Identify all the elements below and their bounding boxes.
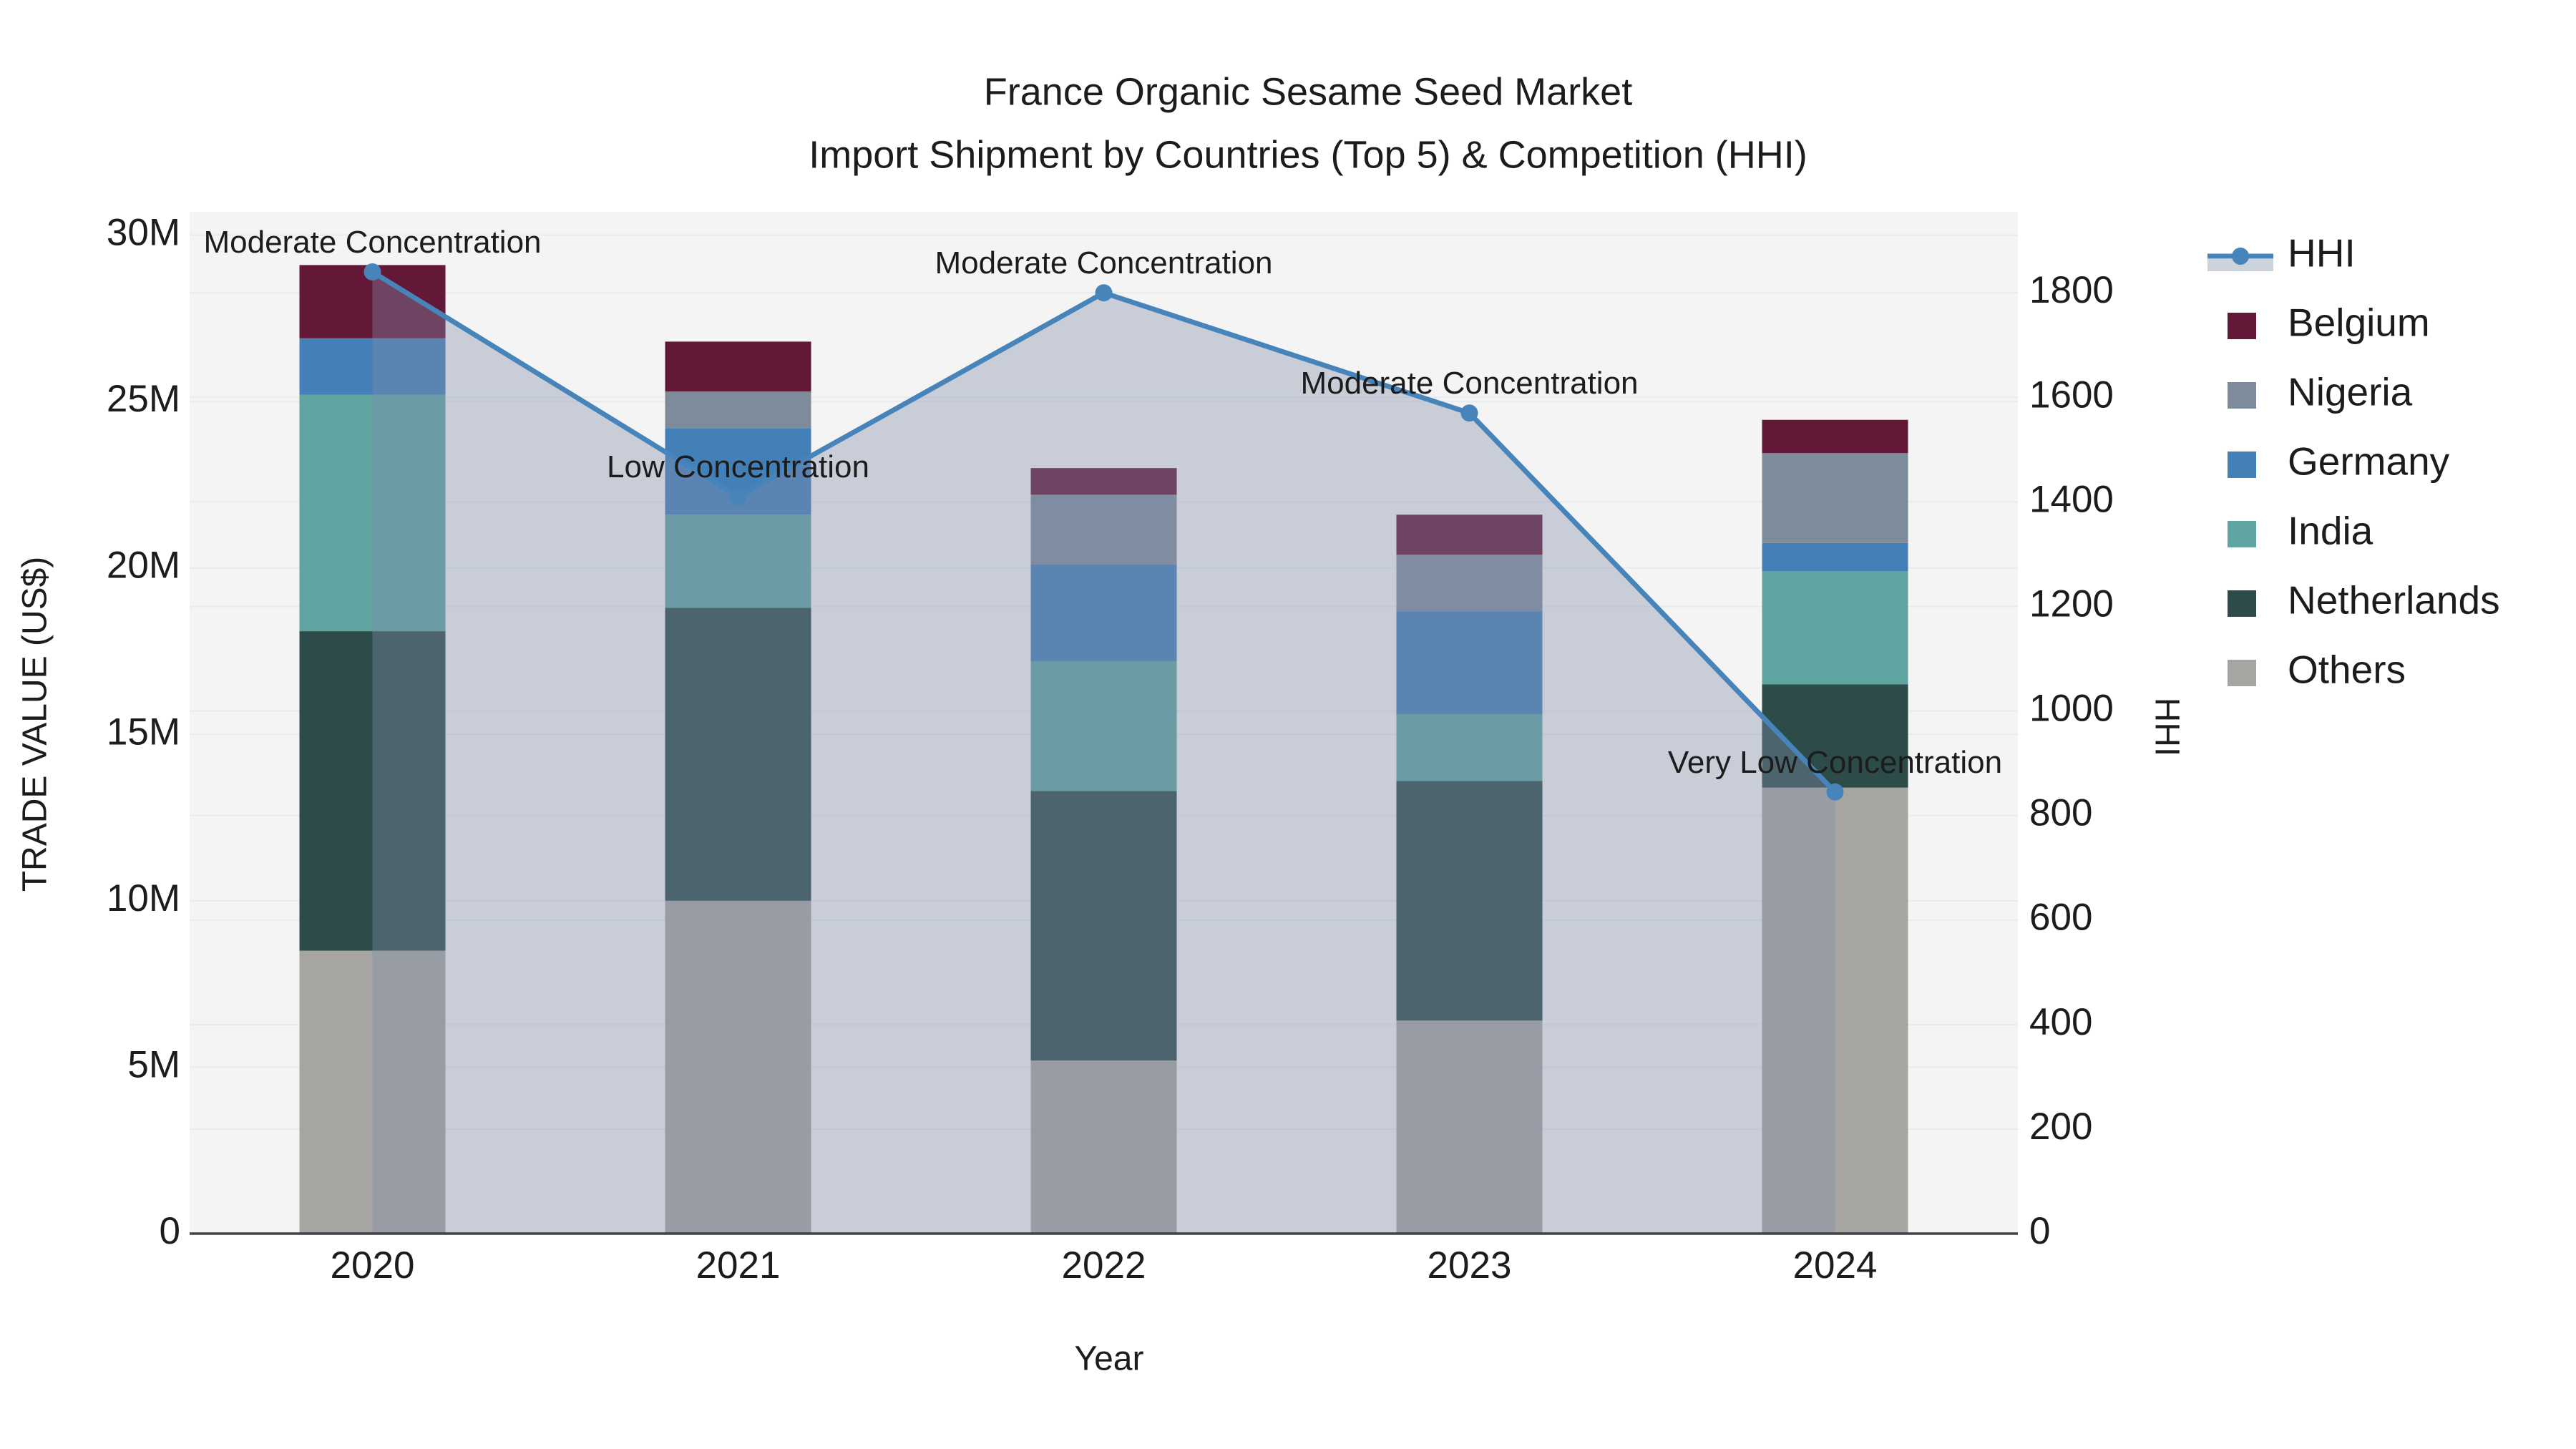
- legend-label-nigeria: Nigeria: [2288, 370, 2413, 414]
- y-left-tick-25M: 25M: [107, 378, 180, 420]
- legend-label-india: India: [2288, 509, 2373, 553]
- y-right-tick-1800: 1800: [2029, 269, 2114, 311]
- y-right-tick-1400: 1400: [2029, 478, 2114, 520]
- legend-swatch-netherlands: [2228, 590, 2256, 617]
- legend-label-others: Others: [2288, 648, 2406, 692]
- bar-segment-2023-nigeria[interactable]: [1396, 555, 1543, 612]
- legend-swatch-others: [2228, 660, 2256, 686]
- y-left-tick-10M: 10M: [107, 877, 180, 919]
- bar-segment-2022-india[interactable]: [1030, 660, 1177, 791]
- legend-item-hhi[interactable]: HHI: [2207, 231, 2356, 275]
- legend-hhi-marker: [2232, 248, 2249, 265]
- bar-segment-2022-netherlands[interactable]: [1030, 791, 1177, 1061]
- bar-segment-2024-netherlands[interactable]: [1762, 684, 1908, 788]
- bar-segment-2021-others[interactable]: [665, 900, 811, 1234]
- legend-item-nigeria[interactable]: Nigeria: [2228, 370, 2413, 414]
- annotation-2021: Low Concentration: [607, 449, 869, 484]
- x-tick-2024: 2024: [1793, 1244, 1878, 1287]
- y-right-tick-800: 800: [2029, 792, 2092, 834]
- bar-segment-2020-others[interactable]: [299, 950, 446, 1234]
- legend-label-germany: Germany: [2288, 439, 2450, 484]
- legend-label-hhi: HHI: [2288, 231, 2356, 275]
- x-tick-2021: 2021: [696, 1244, 781, 1287]
- annotation-2023: Moderate Concentration: [1300, 366, 1638, 401]
- y-axis-title-left: TRADE VALUE (US$): [16, 557, 54, 892]
- legend-swatch-india: [2228, 521, 2256, 547]
- hhi-point-2021[interactable]: [729, 488, 747, 506]
- y-right-tick-1000: 1000: [2029, 688, 2114, 730]
- x-axis-title: Year: [1075, 1340, 1144, 1378]
- legend-label-netherlands: Netherlands: [2288, 578, 2500, 623]
- bar-segment-2024-germany[interactable]: [1762, 542, 1908, 572]
- y-right-tick-400: 400: [2029, 1001, 2092, 1043]
- x-tick-2022: 2022: [1062, 1244, 1146, 1287]
- bar-segment-2022-germany[interactable]: [1030, 565, 1177, 661]
- y-right-tick-200: 200: [2029, 1106, 2092, 1148]
- bar-segment-2024-india[interactable]: [1762, 571, 1908, 685]
- chart-title-line1: France Organic Sesame Seed Market: [984, 70, 1632, 113]
- bar-segment-2023-germany[interactable]: [1396, 611, 1543, 715]
- bar-segment-2021-nigeria[interactable]: [665, 391, 811, 429]
- legend-label-belgium: Belgium: [2288, 301, 2430, 345]
- bar-segment-2022-nigeria[interactable]: [1030, 494, 1177, 565]
- legend-hhi-fill-band: [2207, 259, 2273, 271]
- bar-segment-2021-india[interactable]: [665, 514, 811, 608]
- bar-segment-2020-india[interactable]: [299, 394, 446, 632]
- legend-item-germany[interactable]: Germany: [2228, 439, 2450, 484]
- y-right-tick-1600: 1600: [2029, 374, 2114, 416]
- bar-segment-2020-netherlands[interactable]: [299, 631, 446, 951]
- bar-segment-2023-india[interactable]: [1396, 714, 1543, 781]
- y-left-tick-30M: 30M: [107, 212, 180, 254]
- y-right-tick-0: 0: [2029, 1210, 2050, 1252]
- legend-swatch-germany: [2228, 452, 2256, 478]
- legend-swatch-belgium: [2228, 313, 2256, 339]
- y-right-tick-1200: 1200: [2029, 582, 2114, 625]
- bar-segment-2024-nigeria[interactable]: [1762, 453, 1908, 543]
- bar-segment-2022-others[interactable]: [1030, 1060, 1177, 1234]
- bar-segment-2023-netherlands[interactable]: [1396, 781, 1543, 1021]
- bar-segment-2023-others[interactable]: [1396, 1020, 1543, 1234]
- chart-title-line2: Import Shipment by Countries (Top 5) & C…: [809, 133, 1807, 176]
- y-left-tick-15M: 15M: [107, 711, 180, 753]
- legend-item-netherlands[interactable]: Netherlands: [2228, 578, 2500, 623]
- legend-swatch-nigeria: [2228, 382, 2256, 409]
- annotation-2022: Moderate Concentration: [935, 245, 1272, 280]
- x-tick-2020: 2020: [331, 1244, 415, 1287]
- bar-segment-2022-belgium[interactable]: [1030, 468, 1177, 495]
- annotation-2020: Moderate Concentration: [203, 225, 541, 260]
- hhi-point-2024[interactable]: [1826, 783, 1844, 801]
- y-right-tick-600: 600: [2029, 897, 2092, 939]
- annotation-2024: Very Low Concentration: [1668, 745, 2002, 780]
- hhi-area-fill: [372, 272, 1835, 1234]
- legend-item-belgium[interactable]: Belgium: [2228, 301, 2430, 345]
- bar-segment-2024-belgium[interactable]: [1762, 419, 1908, 454]
- hhi-point-2023[interactable]: [1460, 404, 1478, 422]
- bar-segment-2023-belgium[interactable]: [1396, 514, 1543, 555]
- y-axis-title-right: HHI: [2147, 698, 2185, 757]
- x-tick-2023: 2023: [1428, 1244, 1512, 1287]
- legend-item-others[interactable]: Others: [2228, 648, 2406, 692]
- bar-segment-2021-netherlands[interactable]: [665, 608, 811, 901]
- hhi-point-2020[interactable]: [364, 263, 381, 280]
- bar-segment-2024-others[interactable]: [1762, 787, 1908, 1234]
- bar-segment-2020-germany[interactable]: [299, 338, 446, 395]
- legend-item-india[interactable]: India: [2228, 509, 2373, 553]
- y-left-tick-20M: 20M: [107, 545, 180, 587]
- hhi-point-2022[interactable]: [1095, 284, 1113, 302]
- bar-segment-2021-belgium[interactable]: [665, 341, 811, 392]
- y-left-tick-5M: 5M: [127, 1043, 180, 1085]
- y-left-tick-0: 0: [160, 1210, 180, 1252]
